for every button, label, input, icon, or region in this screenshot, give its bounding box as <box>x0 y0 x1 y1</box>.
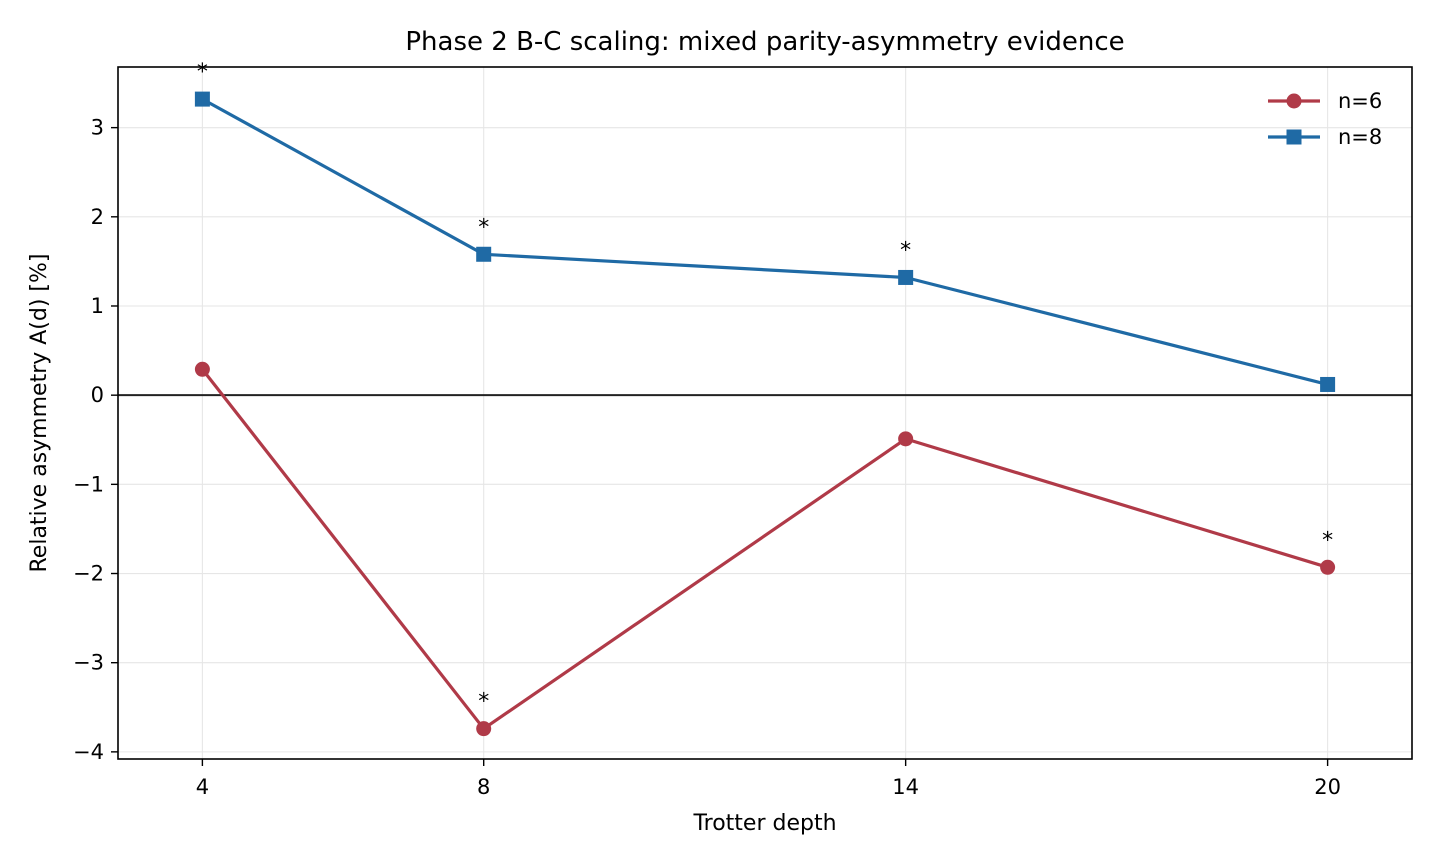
x-tick-label: 20 <box>1314 775 1341 799</box>
y-tick-label: 1 <box>91 294 104 318</box>
significance-marker: * <box>478 690 489 715</box>
data-point <box>898 431 914 447</box>
data-point <box>1320 376 1336 392</box>
y-axis-label: Relative asymmetry A(d) [%] <box>27 254 52 573</box>
legend-marker <box>1286 93 1302 109</box>
legend-item: n=8 <box>1268 125 1382 149</box>
series-n-6 <box>194 361 1336 737</box>
y-tick-label: −2 <box>73 562 104 586</box>
data-point <box>476 246 492 262</box>
y-tick-label: −4 <box>73 740 104 764</box>
legend-marker <box>1286 129 1302 145</box>
grid-layer <box>118 67 1412 759</box>
data-point <box>898 269 914 285</box>
legend-item: n=6 <box>1268 89 1382 113</box>
y-tick-label: −3 <box>73 651 104 675</box>
legend-label: n=8 <box>1338 125 1382 149</box>
legend: n=6 n=8 <box>1268 89 1382 149</box>
significance-marker: * <box>900 238 911 263</box>
x-tick-layer: 4 8 14 20 <box>196 759 1341 799</box>
significance-marker: * <box>478 215 489 240</box>
chart-title: Phase 2 B-C scaling: mixed parity-asymme… <box>405 27 1124 57</box>
significance-marker: * <box>1322 528 1333 553</box>
series-line <box>201 97 1328 387</box>
x-tick-label: 8 <box>477 775 490 799</box>
y-tick-label: 0 <box>91 383 104 407</box>
y-tick-label: 2 <box>91 205 104 229</box>
y-tick-layer: −4 −3 −2 −1 0 1 2 3 <box>73 116 118 764</box>
annotation-layer: * * * * * <box>197 60 1333 715</box>
series-n-8 <box>194 91 1336 392</box>
x-tick-label: 4 <box>196 775 209 799</box>
series-line <box>201 368 1329 731</box>
plot-frame <box>117 66 1413 760</box>
data-point <box>1320 559 1336 575</box>
data-point <box>194 361 210 377</box>
data-point <box>476 721 492 737</box>
data-point <box>194 91 210 107</box>
y-tick-label: −1 <box>73 472 104 496</box>
x-tick-label: 14 <box>892 775 919 799</box>
series-layer <box>194 91 1336 737</box>
significance-marker: * <box>197 60 208 85</box>
y-tick-label: 3 <box>91 116 104 140</box>
x-axis-label: Trotter depth <box>692 811 836 836</box>
legend-label: n=6 <box>1338 89 1382 113</box>
